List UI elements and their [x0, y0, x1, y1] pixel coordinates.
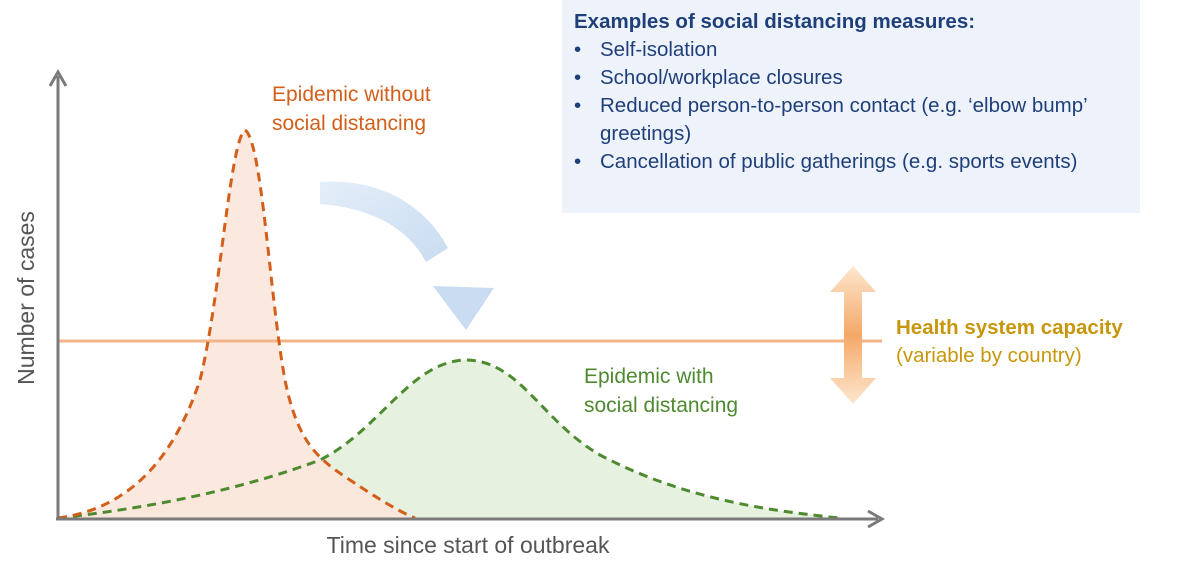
measure-item-text: Cancellation of public gatherings (e.g. … — [600, 150, 1078, 173]
measure-item: • Cancellation of public gatherings (e.g… — [574, 148, 1126, 176]
with-label-line2: social distancing — [584, 394, 738, 417]
measure-item: • School/workplace closures — [574, 64, 1126, 92]
measures-title: Examples of social distancing measures: — [574, 10, 976, 33]
x-axis-arrow-icon — [867, 509, 886, 529]
measure-item-text: School/workplace closures — [600, 66, 843, 89]
measure-item: • Reduced person-to-person contact (e.g.… — [574, 92, 1126, 148]
measures-list: • Self-isolation • School/workplace clos… — [574, 36, 1126, 176]
bullet-icon: • — [574, 66, 582, 89]
capacity-title: Health system capacity — [896, 316, 1123, 339]
measure-item-text: Self-isolation — [600, 38, 718, 61]
capacity-double-arrow-icon — [830, 266, 876, 404]
with-label-line1: Epidemic with — [584, 365, 714, 388]
y-axis-arrow-icon — [48, 68, 68, 87]
measure-item: • Self-isolation — [574, 36, 1126, 64]
bullet-icon: • — [574, 38, 582, 61]
curved-arrow-icon — [320, 181, 494, 330]
x-axis-label: Time since start of outbreak — [327, 532, 610, 558]
without-distancing-area — [58, 130, 415, 518]
bullet-icon: • — [574, 94, 582, 117]
with-distancing-curve — [57, 358, 841, 520]
y-axis-label: Number of cases — [13, 211, 39, 385]
capacity-subtitle: (variable by country) — [896, 344, 1082, 367]
without-label-line1: Epidemic without — [272, 83, 431, 106]
measure-item-text: Reduced person-to-person contact (e.g. ‘… — [600, 94, 1087, 145]
without-distancing-curve — [57, 128, 416, 520]
with-distancing-area — [58, 360, 840, 518]
bullet-icon: • — [574, 150, 582, 173]
without-label-line2: social distancing — [272, 112, 426, 135]
social-distancing-measures-box: Examples of social distancing measures: … — [562, 0, 1140, 213]
